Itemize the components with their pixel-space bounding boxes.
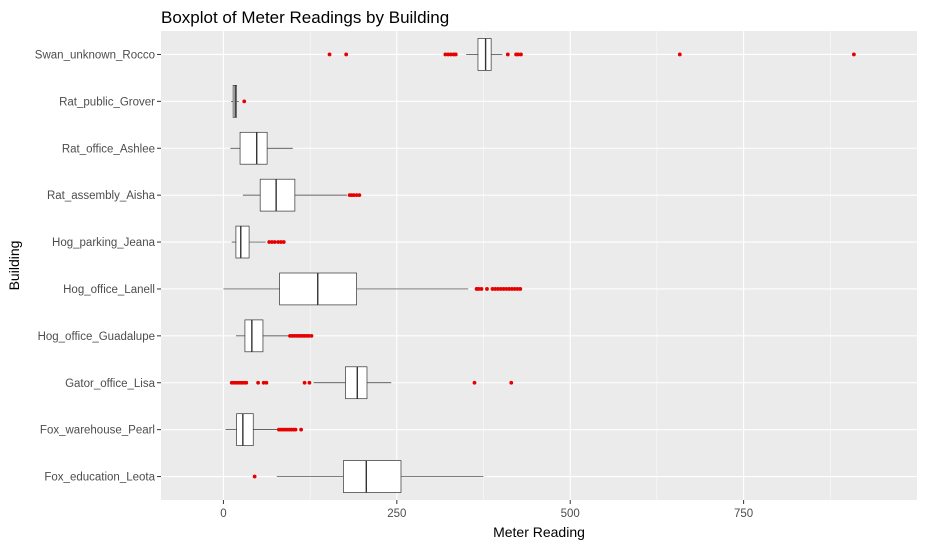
outlier-point	[505, 52, 510, 57]
outlier-point	[507, 287, 512, 291]
outlier-point	[302, 380, 307, 385]
grid-lines	[161, 31, 917, 500]
y-tick-label: Rat_public_Grover	[59, 96, 155, 108]
y-tick-label: Rat_assembly_Aisha	[47, 190, 156, 202]
outlier-point	[351, 193, 356, 198]
outlier-point	[515, 287, 520, 291]
y-tick-label: Fox_education_Leota	[44, 472, 155, 484]
box-iqr	[244, 319, 264, 353]
outlier-point	[299, 427, 304, 432]
outlier-point	[276, 240, 281, 244]
box-Gator_office_Lisa	[229, 366, 514, 400]
boxes	[223, 38, 856, 493]
outlier-point	[293, 427, 298, 432]
outlier-point	[261, 380, 266, 385]
outlier-point	[472, 380, 477, 385]
outlier-point	[281, 240, 286, 244]
outlier-point	[493, 287, 498, 291]
x-tick-label: 0	[220, 508, 226, 520]
outlier-point	[519, 52, 523, 57]
box-Swan_unknown_Rocco	[327, 38, 856, 71]
box-Rat_assembly_Aisha	[242, 178, 362, 212]
outlier-point	[498, 287, 503, 291]
box-iqr	[235, 225, 250, 259]
outlier-point	[476, 287, 481, 291]
outlier-point	[344, 52, 349, 57]
outlier-point	[327, 52, 332, 57]
box-iqr	[259, 178, 296, 212]
outlier-point	[242, 99, 247, 104]
y-tick-label: Gator_office_Lisa	[65, 378, 156, 390]
x-axis-title: Meter Reading	[493, 524, 585, 540]
box-iqr	[236, 413, 254, 446]
outlier-point	[309, 333, 314, 338]
outlier-point	[485, 287, 489, 291]
outlier-point	[307, 380, 312, 385]
box-iqr	[239, 131, 268, 165]
outlier-point	[851, 52, 856, 57]
box-iqr	[345, 366, 368, 400]
outlier-point	[272, 240, 277, 244]
box-Rat_public_Grover	[231, 85, 247, 118]
y-tick-label: Swan_unknown_Rocco	[35, 49, 155, 61]
plot-panel	[161, 31, 917, 500]
box-Hog_office_Guadalupe	[235, 319, 314, 353]
outlier-point	[509, 380, 514, 385]
outlier-point	[443, 52, 448, 57]
outlier-point	[490, 287, 495, 291]
box-Hog_office_Lanell	[223, 272, 523, 306]
box-Hog_parking_Jeana	[231, 225, 286, 259]
outlier-point	[446, 52, 451, 57]
outlier-point	[453, 52, 458, 57]
y-tick-label: Fox_warehouse_Pearl	[40, 425, 155, 437]
outlier-point	[512, 287, 517, 291]
x-tick-label: 250	[387, 508, 406, 520]
outlier-point	[677, 52, 682, 57]
x-tick-label: 750	[734, 508, 753, 520]
chart-title: Boxplot of Meter Readings by Building	[161, 8, 449, 27]
outlier-point	[516, 52, 521, 57]
outlier-point	[496, 287, 500, 291]
outlier-point	[504, 287, 509, 291]
box-Fox_education_Leota	[252, 460, 484, 493]
outlier-point	[306, 333, 311, 338]
box-iqr	[477, 38, 492, 71]
outlier-point	[264, 380, 269, 385]
y-tick-label: Hog_parking_Jeana	[52, 237, 156, 249]
outlier-point	[518, 287, 523, 291]
outlier-point	[270, 240, 274, 244]
box-iqr	[343, 460, 402, 493]
outlier-point	[510, 287, 514, 291]
outlier-point	[256, 380, 261, 385]
axes: 0 250 500 750 Swan_unknown_Rocco Rat_public_G…	[35, 49, 753, 520]
outlier-point	[354, 193, 359, 198]
y-tick-label: Rat_office_Ashlee	[62, 143, 155, 155]
y-tick-label: Hog_office_Lanell	[63, 284, 155, 296]
outlier-point	[501, 287, 506, 291]
outlier-point	[357, 193, 362, 198]
box-Rat_office_Ashlee	[230, 131, 293, 165]
outlier-point	[244, 380, 249, 385]
x-tick-label: 500	[561, 508, 580, 520]
outlier-point	[279, 240, 283, 244]
outlier-point	[449, 52, 453, 57]
outlier-point	[479, 287, 484, 291]
box-Fox_warehouse_Pearl	[225, 413, 304, 446]
y-axis-title: Building	[6, 241, 22, 291]
y-tick-label: Hog_office_Guadalupe	[38, 331, 155, 343]
outlier-point	[267, 240, 272, 244]
outlier-point	[252, 474, 257, 479]
